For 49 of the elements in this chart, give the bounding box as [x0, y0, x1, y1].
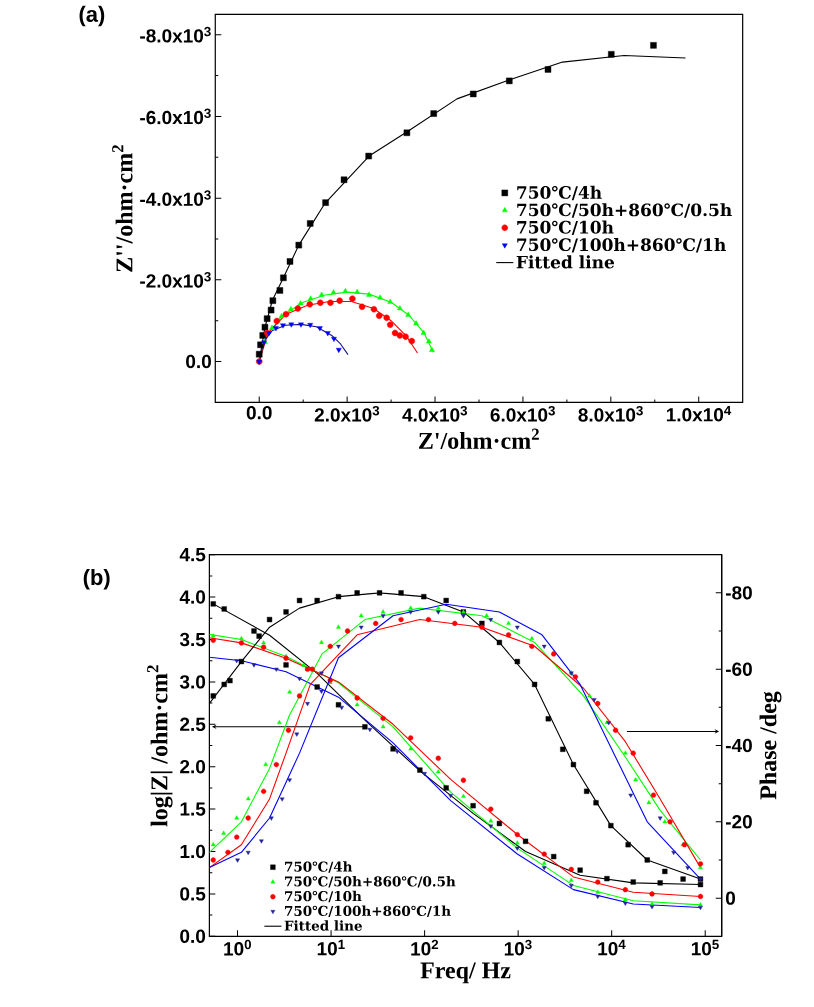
y-tick-label: -2.0x10$^{3}$: [140, 271, 211, 288]
y-tick-label: 3.0: [180, 675, 206, 689]
y-tick-label: 1.0: [180, 844, 206, 859]
legend-label: Fitted line: [284, 920, 363, 931]
y-tick-label: -4.0x10$^{3}$: [140, 190, 211, 207]
y-tick-label: 4.5: [179, 548, 206, 562]
legend-label: 750℃/50h+860℃/0.5h: [517, 203, 732, 218]
y2-tick-label: -60: [726, 662, 753, 676]
x-tick-label: 4.0x10$^{3}$: [402, 405, 468, 422]
x-tick-label: 8.0x10$^{3}$: [578, 405, 644, 422]
x-tick-label: 1.0x10$^{4}$: [667, 405, 732, 422]
text: (b): [83, 568, 110, 590]
y2-tick-label: -20: [726, 815, 753, 829]
x-tick-label: 0.0: [246, 405, 272, 420]
x-tick-label: 6.0x10$^{3}$: [490, 405, 556, 422]
y-tick-label: -8.0x10$^{3}$: [140, 26, 211, 43]
legend-label: 750℃/10h: [285, 890, 362, 903]
y-tick-label: 4.0: [179, 590, 206, 604]
y2-tick-label: 0: [726, 891, 736, 905]
legend-label: 750℃/4h: [517, 185, 602, 201]
x-tick-label: 10$^{5}$: [692, 939, 720, 956]
legend-label: 750℃/50h+860℃/0.5h: [285, 876, 456, 888]
legend-label: 750℃/4h: [285, 861, 353, 873]
x-tick-label: 2.0x10$^{3}$: [314, 405, 380, 422]
y-tick-label: -6.0x10$^{3}$: [140, 108, 211, 125]
y-tick-label: 0.0: [186, 354, 212, 369]
x-axis-title: Z'/ohm·cm$^{2}$: [419, 428, 540, 449]
y-tick-label: 1.5: [180, 802, 206, 816]
x-tick-label: 10$^{3}$: [504, 939, 532, 956]
y-tick-label: 0.5: [180, 887, 206, 901]
x-tick-label: 10$^{1}$: [317, 939, 345, 956]
legend-label: Fitted line: [516, 255, 615, 269]
y-tick-label: 2.0: [180, 759, 206, 774]
x-tick-label: 10$^{2}$: [411, 939, 439, 956]
y-axis-title: log|Z| /ohm·cm$^{2}$: [147, 665, 173, 827]
x-tick-label: 10$^{4}$: [598, 939, 626, 956]
legend-label: 750℃/10h: [517, 220, 614, 236]
chart-title: (a): [79, 5, 105, 27]
legend-label: 750℃/100h+860℃/1h: [285, 905, 451, 918]
y-tick-label: 3.5: [180, 632, 206, 647]
y-tick-label: 2.5: [180, 717, 206, 732]
x-axis-title: Freq/ Hz: [420, 962, 511, 984]
y2-tick-label: -40: [726, 738, 753, 753]
x-tick-label: 10$^{0}$: [224, 939, 252, 956]
legend-label: 750℃/100h+860℃/1h: [517, 237, 727, 253]
y2-axis-title: Phase /deg: [759, 691, 782, 800]
y2-tick-label: -80: [726, 586, 753, 600]
y-tick-label: 0.0: [180, 929, 206, 944]
y-axis-title: Z''/ohm·cm$^{2}$: [112, 145, 133, 272]
